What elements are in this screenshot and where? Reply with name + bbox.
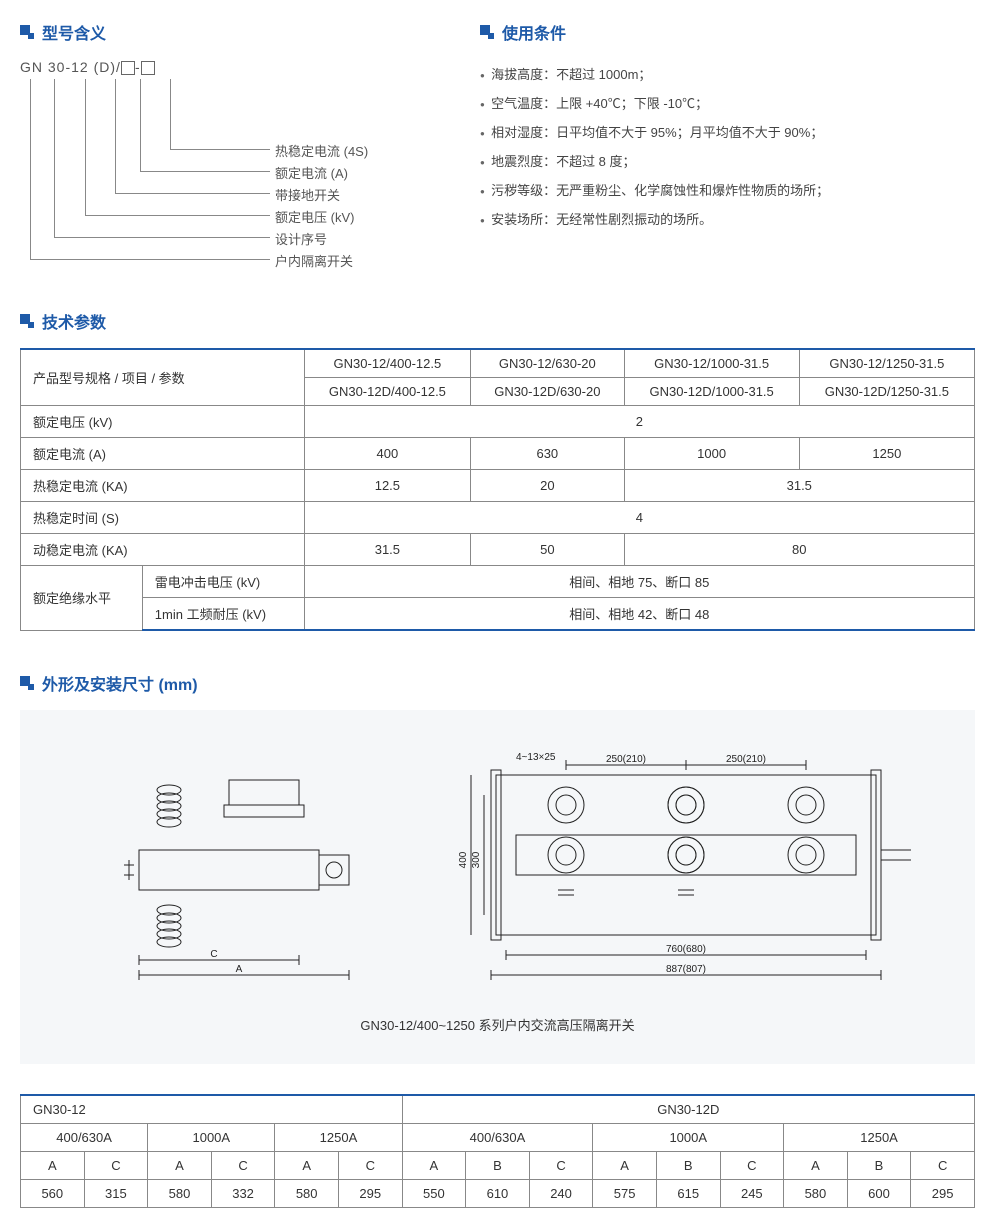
model-diagram: GN 30-12 (D)/- 热稳定电流 (4S) 额定电流 (A) 带接地开关… (20, 59, 440, 279)
dim-col: B (466, 1152, 530, 1180)
dim-col: A (784, 1152, 848, 1180)
dim-col: C (338, 1152, 402, 1180)
tech-params-table: 产品型号规格 / 项目 / 参数 GN30-12/400-12.5 GN30-1… (20, 348, 975, 631)
conditions-list: 海拔高度：不超过 1000m； 空气温度：上限 +40℃；下限 -10℃； 相对… (480, 59, 975, 233)
model-code-text: GN 30-12 (D)/- (20, 59, 155, 75)
conditions-title: 使用条件 (502, 20, 566, 44)
dim-value: 580 (784, 1180, 848, 1208)
condition-item: 污秽等级：无严重粉尘、化学腐蚀性和爆炸性物质的场所； (480, 175, 975, 204)
param-value: 12.5 (304, 470, 470, 502)
dim-subheader: 1250A (784, 1124, 975, 1152)
model-label-0: 热稳定电流 (4S) (275, 141, 368, 160)
svg-text:400: 400 (458, 851, 469, 868)
dim-value: 295 (911, 1180, 975, 1208)
dim-value: 295 (338, 1180, 402, 1208)
dim-col: C (84, 1152, 148, 1180)
diagram-caption: GN30-12/400~1250 系列户内交流高压隔离开关 (40, 1015, 955, 1034)
svg-text:A: A (235, 964, 242, 975)
dim-value: 615 (656, 1180, 720, 1208)
param-value: 80 (624, 534, 974, 566)
param-label: 热稳定时间 (S) (21, 502, 305, 534)
dim-value: 245 (720, 1180, 784, 1208)
dim-col: A (402, 1152, 466, 1180)
section-icon (20, 314, 34, 328)
param-value: 1250 (799, 438, 974, 470)
param-value: 20 (471, 470, 624, 502)
dim-value: 600 (847, 1180, 911, 1208)
tech-title: 技术参数 (42, 309, 106, 333)
param-label: 热稳定电流 (KA) (21, 470, 305, 502)
param-value: 2 (304, 406, 974, 438)
section-icon (480, 25, 494, 39)
dimensions-table: GN30-12 GN30-12D 400/630A1000A1250A400/6… (20, 1094, 975, 1208)
param-label: 动稳定电流 (KA) (21, 534, 305, 566)
dim-col: C (720, 1152, 784, 1180)
dim-subheader: 1250A (275, 1124, 402, 1152)
dim-subheader: 1000A (148, 1124, 275, 1152)
param-value: 630 (471, 438, 624, 470)
dimensions-section-header: 外形及安装尺寸 (mm) (20, 671, 975, 695)
param-value: 400 (304, 438, 470, 470)
conditions-section-header: 使用条件 (480, 20, 975, 44)
section-icon (20, 25, 34, 39)
param-value: 31.5 (304, 534, 470, 566)
top-view-drawing: 4~13×25 250(210) 250(210) 400 300 760(68… (446, 740, 926, 1000)
dim-value: 550 (402, 1180, 466, 1208)
dim-value: 315 (84, 1180, 148, 1208)
param-value: 31.5 (624, 470, 974, 502)
technical-drawing-area: C A (20, 710, 975, 1064)
dim-subheader: 400/630A (402, 1124, 593, 1152)
tech-section-header: 技术参数 (20, 309, 975, 333)
dim-col: A (21, 1152, 85, 1180)
dim-col: C (911, 1152, 975, 1180)
side-view-drawing: C A (69, 750, 389, 990)
dim-value: 332 (211, 1180, 275, 1208)
model-label-1: 额定电流 (A) (275, 163, 348, 182)
dim-value: 580 (275, 1180, 339, 1208)
svg-text:C: C (210, 949, 217, 960)
svg-text:300: 300 (471, 851, 482, 868)
tech-header-label: 产品型号规格 / 项目 / 参数 (21, 349, 305, 406)
condition-item: 安装场所：无经常性剧烈振动的场所。 (480, 204, 975, 233)
dim-subheader: 1000A (593, 1124, 784, 1152)
dim-col: A (275, 1152, 339, 1180)
insulation-label: 额定绝缘水平 (21, 566, 143, 631)
dim-col: B (656, 1152, 720, 1180)
dim-value: 560 (21, 1180, 85, 1208)
model-label-2: 带接地开关 (275, 185, 340, 204)
param-label: 额定电流 (A) (21, 438, 305, 470)
condition-item: 地震烈度：不超过 8 度； (480, 146, 975, 175)
param-value: 4 (304, 502, 974, 534)
condition-item: 相对湿度：日平均值不大于 95%；月平均值不大于 90%； (480, 117, 975, 146)
dim-value: 580 (148, 1180, 212, 1208)
dim-col: B (847, 1152, 911, 1180)
svg-text:887(807): 887(807) (666, 964, 706, 975)
dim-group2: GN30-12D (402, 1095, 974, 1124)
model-label-4: 设计序号 (275, 229, 327, 248)
svg-text:4~13×25: 4~13×25 (516, 752, 556, 763)
dim-group1: GN30-12 (21, 1095, 403, 1124)
dim-col: C (211, 1152, 275, 1180)
dim-subheader: 400/630A (21, 1124, 148, 1152)
model-label-5: 户内隔离开关 (275, 251, 353, 270)
condition-item: 空气温度：上限 +40℃；下限 -10℃； (480, 88, 975, 117)
condition-item: 海拔高度：不超过 1000m； (480, 59, 975, 88)
dim-value: 575 (593, 1180, 657, 1208)
dim-value: 240 (529, 1180, 593, 1208)
dim-col: A (593, 1152, 657, 1180)
param-value: 50 (471, 534, 624, 566)
param-value: 1000 (624, 438, 799, 470)
section-icon (20, 676, 34, 690)
model-label-3: 额定电压 (kV) (275, 207, 354, 226)
dim-col: A (148, 1152, 212, 1180)
dim-value: 610 (466, 1180, 530, 1208)
svg-text:760(680): 760(680) (666, 944, 706, 955)
svg-text:250(210): 250(210) (726, 754, 766, 765)
dim-col: C (529, 1152, 593, 1180)
model-title: 型号含义 (42, 20, 106, 44)
svg-text:250(210): 250(210) (606, 754, 646, 765)
param-label: 额定电压 (kV) (21, 406, 305, 438)
dimensions-title: 外形及安装尺寸 (mm) (42, 671, 198, 695)
model-section-header: 型号含义 (20, 20, 440, 44)
